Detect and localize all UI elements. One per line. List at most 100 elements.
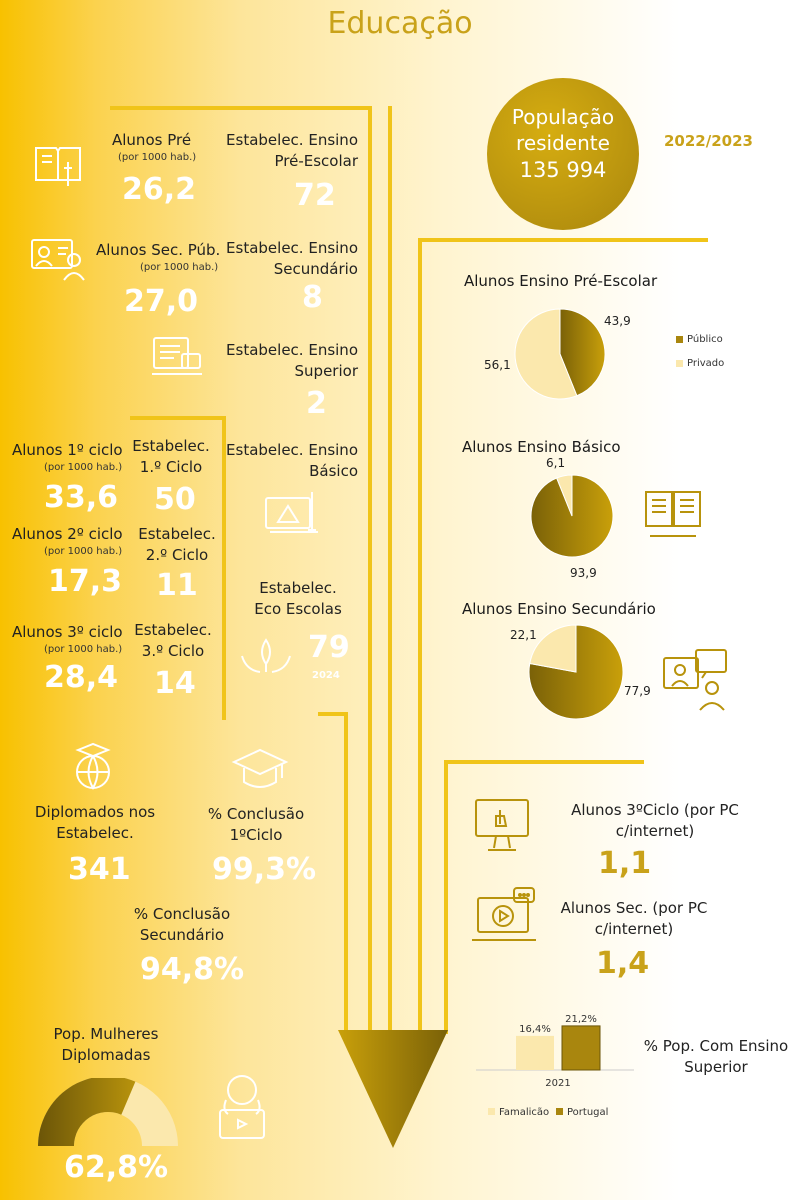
estab-sup-label: Estabelec. Ensino Superior — [216, 340, 358, 382]
gauge-fill — [38, 1078, 136, 1146]
concl1-label: % Conclusão 1ºCiclo — [194, 804, 318, 846]
estab-pre-label: Estabelec. Ensino Pré-Escolar — [216, 130, 358, 172]
pie-slice-privado — [514, 308, 578, 400]
estab-c2-value: 11 — [156, 568, 198, 603]
connector-line — [418, 238, 708, 242]
eco-year: 2024 — [312, 670, 340, 681]
globe-graduation-icon — [66, 740, 120, 792]
online-class-icon — [662, 648, 730, 712]
pie-chart-basico — [530, 474, 614, 558]
estab-c1-label-2: 1.º Ciclo — [139, 458, 203, 476]
pcsec-label-2: c/internet) — [594, 920, 674, 938]
connector-line — [110, 106, 372, 110]
estab-c2-label-1: Estabelec. — [138, 525, 216, 543]
bar-value-label: 21,2% — [565, 1014, 597, 1025]
connector-line — [222, 416, 226, 720]
concl1-label-2: 1ºCiclo — [229, 826, 283, 844]
connector-line — [344, 712, 348, 1034]
diplomados-label-2: Estabelec. — [56, 824, 134, 842]
connector-line — [388, 106, 392, 1034]
legend-public: Público — [676, 334, 723, 345]
pie-sec-value-public: 77,9 — [624, 684, 651, 698]
legend-swatch — [556, 1108, 563, 1115]
legend-label: Famalicão — [499, 1107, 549, 1118]
funnel-arrow — [338, 1030, 448, 1148]
estab-c1-label-1: Estabelec. — [132, 437, 210, 455]
estab-sec-label: Estabelec. Ensino Secundário — [216, 238, 358, 280]
legend-label: Portugal — [567, 1107, 608, 1118]
pie-chart-pre-escolar — [514, 308, 606, 400]
women-gauge — [38, 1078, 178, 1146]
concl1-value: 99,3% — [212, 852, 317, 887]
teacher-screen-icon — [30, 238, 86, 282]
estab-c3-label-1: Estabelec. — [134, 621, 212, 639]
connector-line — [444, 760, 448, 1034]
c2-value: 17,3 — [48, 564, 123, 599]
pre-sub: (por 1000 hab.) — [118, 152, 197, 163]
estab-bas-label-2: Básico — [309, 462, 358, 480]
pie-sec-value-private: 22,1 — [510, 628, 537, 642]
concl-sec-label-1: % Conclusão — [133, 905, 231, 923]
legend-public-label: Público — [687, 334, 723, 345]
c1-label: Alunos 1º ciclo — [12, 441, 123, 459]
estab-sup-value: 2 — [306, 386, 327, 421]
estab-pre-label-2: Pré-Escolar — [274, 152, 358, 170]
pie-pre-title: Alunos Ensino Pré-Escolar — [464, 272, 658, 290]
diplomados-label: Diplomados nos Estabelec. — [20, 802, 170, 844]
ruler-pencil-icon — [262, 488, 322, 536]
population-circle: População residente 135 994 — [487, 78, 639, 230]
woman-laptop-icon — [210, 1070, 274, 1142]
c1-sub: (por 1000 hab.) — [44, 462, 123, 473]
legend-private: Privado — [676, 358, 724, 369]
estab-sec-label-1: Estabelec. Ensino — [226, 239, 358, 257]
concl1-label-1: % Conclusão — [207, 805, 305, 823]
mulheres-label-2: Diplomadas — [61, 1046, 151, 1064]
connector-line — [418, 238, 422, 1034]
pc3-label-2: c/internet) — [615, 822, 695, 840]
pie-basico-title: Alunos Ensino Básico — [462, 438, 621, 456]
estab-pre-label-1: Estabelec. Ensino — [226, 131, 358, 149]
pie-sec-title: Alunos Ensino Secundário — [462, 600, 656, 618]
connector-line — [368, 106, 372, 1034]
estab-c2-label-2: 2.º Ciclo — [145, 546, 209, 564]
graduation-cap-icon — [230, 746, 290, 796]
estab-sup-label-1: Estabelec. Ensino — [226, 341, 358, 359]
bar-value-label: 16,4% — [519, 1024, 551, 1035]
pie-slice-privado — [529, 624, 577, 673]
pie-slice-privado — [556, 474, 573, 517]
sec-pub-value: 27,0 — [124, 284, 199, 319]
page-title: Educação — [327, 6, 473, 41]
concl-sec-label-2: Secundário — [139, 926, 225, 944]
eco-label-2: Eco Escolas — [254, 600, 342, 618]
legend-swatch — [488, 1108, 495, 1115]
year-label: 2022/2023 — [664, 132, 753, 150]
mulheres-label: Pop. Mulheres Diplomadas — [36, 1024, 176, 1066]
sec-pub-label: Alunos Sec. Púb. — [96, 241, 221, 259]
c3-sub: (por 1000 hab.) — [44, 644, 123, 655]
legend-private-label: Privado — [687, 358, 725, 369]
sup-label: % Pop. Com Ensino Superior — [636, 1036, 796, 1078]
pc3-label: Alunos 3ºCiclo (por PC c/internet) — [560, 800, 750, 842]
video-laptop-icon — [470, 884, 540, 950]
sec-pub-sub: (por 1000 hab.) — [140, 262, 219, 273]
diplomados-value: 341 — [68, 852, 131, 887]
connector-line — [444, 760, 644, 764]
pie-basico-value-private: 6,1 — [546, 456, 566, 470]
estab-sup-label-2: Superior — [294, 362, 358, 380]
concl-sec-value: 94,8% — [140, 952, 245, 987]
connector-line — [130, 416, 224, 420]
population-value: 135 994 — [519, 158, 607, 182]
bar-portugal — [561, 1025, 601, 1071]
mulheres-value: 62,8% — [64, 1150, 169, 1185]
estab-sec-label-2: Secundário — [273, 260, 358, 278]
pcsec-label-1: Alunos Sec. (por PC — [560, 899, 708, 917]
estab-c1-value: 50 — [154, 482, 196, 517]
concl-sec-label: % Conclusão Secundário — [120, 904, 244, 946]
mulheres-label-1: Pop. Mulheres — [53, 1025, 159, 1043]
estab-c3-value: 14 — [154, 666, 196, 701]
pie-slice-público — [559, 308, 606, 397]
estab-bas-label: Estabelec. Ensino Básico — [216, 440, 358, 482]
bar-category-label: 2021 — [545, 1078, 570, 1089]
estab-pre-value: 72 — [294, 178, 336, 213]
sup-label-2: Superior — [684, 1058, 748, 1076]
